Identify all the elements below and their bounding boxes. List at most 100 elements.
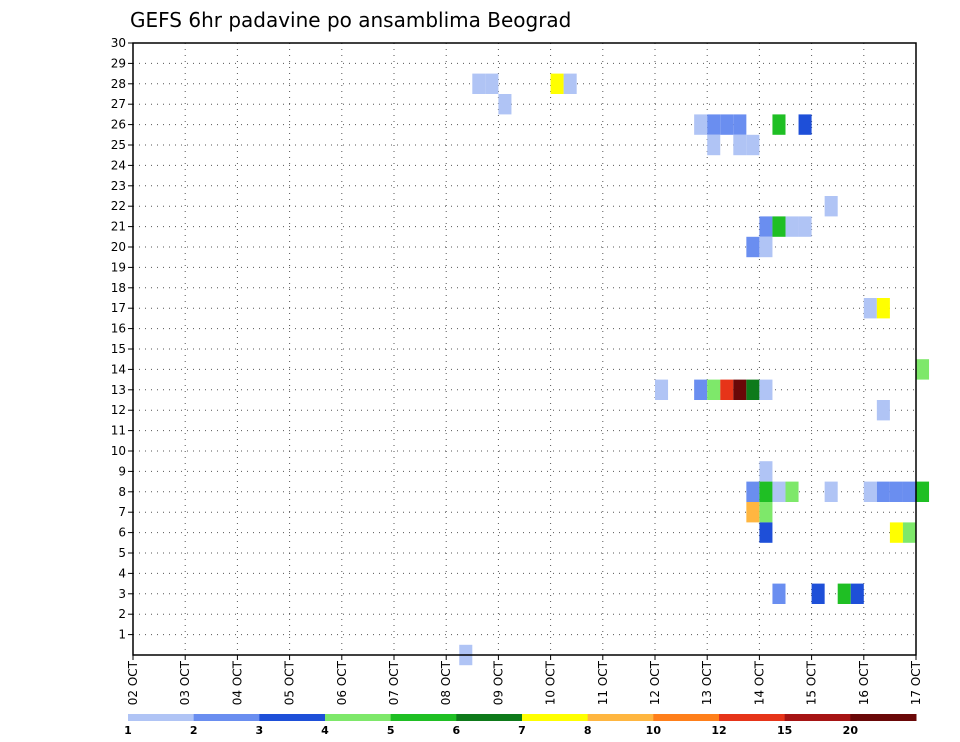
y-tick-label: 13: [111, 383, 126, 397]
y-tick-label: 19: [111, 260, 126, 274]
heatmap-cell: [902, 522, 916, 543]
colorbar-swatch: [653, 714, 720, 721]
colorbar-swatch: [259, 714, 326, 721]
colorbar-label: 8: [584, 724, 592, 737]
heatmap-cell: [798, 114, 812, 135]
x-tick-label: 13 OCT: [700, 660, 714, 705]
heatmap-cell: [824, 481, 838, 502]
heatmap-cell: [759, 379, 773, 400]
x-tick-label: 08 OCT: [439, 660, 453, 705]
colorbar-label: 4: [321, 724, 329, 737]
heatmap-cell: [759, 481, 773, 502]
chart-title: GEFS 6hr padavine po ansamblima Beograd: [130, 8, 571, 32]
heatmap-cell: [655, 379, 669, 400]
heatmap-cell: [472, 73, 486, 94]
colorbar-label: 1: [124, 724, 132, 737]
x-tick-label: 04 OCT: [230, 660, 244, 705]
colorbar-swatch: [390, 714, 457, 721]
x-tick-label: 16 OCT: [857, 660, 871, 705]
heatmap-cell: [746, 134, 760, 156]
x-tick-label: 02 OCT: [126, 660, 140, 705]
y-tick-label: 1: [118, 628, 126, 642]
heatmap-cell: [720, 114, 734, 135]
heatmap-cell: [824, 196, 838, 217]
heatmap-cell: [772, 114, 786, 135]
heatmap-cell: [785, 481, 799, 502]
heatmap-cell: [733, 114, 747, 135]
heatmap-cell: [746, 379, 760, 400]
colorbar-swatch: [456, 714, 523, 721]
heatmap-cell: [707, 379, 721, 400]
heatmap-cell: [563, 73, 577, 94]
heatmap-cell: [798, 216, 812, 237]
y-tick-label: 2: [118, 607, 126, 621]
heatmap-cell: [759, 502, 773, 523]
y-tick-label: 22: [111, 199, 126, 213]
colorbar-swatch: [193, 714, 260, 721]
y-tick-label: 16: [111, 322, 126, 336]
x-tick-label: 07 OCT: [387, 660, 401, 705]
colorbar: 1 2 3 4 5 6 7 8 10 12 15 20: [124, 714, 917, 737]
y-tick-label: 11: [111, 424, 126, 438]
y-tick-label: 21: [111, 220, 126, 234]
colorbar-swatch: [522, 714, 589, 721]
colorbar-label: 7: [518, 724, 526, 737]
y-tick-label: 9: [118, 464, 126, 478]
heatmap-cell: [785, 216, 799, 237]
colorbar-label: 5: [387, 724, 395, 737]
heatmap-cell: [550, 73, 564, 94]
colorbar-swatch: [587, 714, 654, 721]
y-tick-label: 29: [111, 56, 126, 70]
heatmap-cell: [863, 481, 877, 502]
heatmap-cell: [759, 236, 773, 258]
heatmap-cell: [772, 481, 786, 502]
y-tick-label: 10: [111, 444, 126, 458]
heatmap-cell: [876, 481, 890, 502]
heatmap-cell: [707, 114, 721, 135]
x-tick-label: 12 OCT: [648, 660, 662, 705]
heatmap-cell: [485, 73, 499, 94]
y-tick-label: 14: [111, 362, 126, 376]
heatmap-cell: [746, 236, 760, 258]
y-tick-label: 30: [111, 36, 126, 50]
colorbar-label: 6: [453, 724, 461, 737]
y-tick-label: 25: [111, 138, 126, 152]
heatmap-cell: [876, 400, 890, 421]
x-tick-label: 03 OCT: [178, 660, 192, 705]
heatmap-cell: [837, 583, 851, 604]
x-tick-label: 17 OCT: [909, 660, 923, 705]
heatmap-cell: [759, 522, 773, 543]
y-tick-label: 7: [118, 505, 126, 519]
heatmap-cell: [733, 379, 747, 400]
colorbar-swatch: [719, 714, 786, 721]
heatmap-cell: [889, 481, 903, 502]
heatmap-cell: [720, 379, 734, 400]
heatmap-cell: [876, 298, 890, 319]
heatmap-cell: [811, 583, 825, 604]
heatmap-cell: [772, 583, 786, 604]
heatmap-cell: [733, 134, 747, 156]
colorbar-label: 12: [711, 724, 726, 737]
y-tick-label: 24: [111, 158, 126, 172]
y-tick-label: 5: [118, 546, 126, 560]
y-tick-label: 3: [118, 587, 126, 601]
y-tick-label: 20: [111, 240, 126, 254]
colorbar-swatch: [850, 714, 917, 721]
heatmap-cell: [889, 522, 903, 543]
heatmap-cell: [850, 583, 864, 604]
y-tick-label: 15: [111, 342, 126, 356]
y-tick-label: 12: [111, 403, 126, 417]
x-tick-label: 05 OCT: [283, 660, 297, 705]
colorbar-swatch: [784, 714, 851, 721]
heatmap-cell: [746, 502, 760, 523]
x-tick-label: 06 OCT: [335, 660, 349, 705]
heatmap-cell: [902, 481, 916, 502]
heatmap-cell: [694, 379, 708, 400]
heatmap-cell: [759, 216, 773, 237]
heatmap-cell: [772, 216, 786, 237]
x-tick-label: 10 OCT: [544, 660, 558, 705]
y-tick-label: 23: [111, 179, 126, 193]
colorbar-label: 20: [843, 724, 859, 737]
colorbar-swatch: [325, 714, 392, 721]
y-tick-label: 26: [111, 118, 126, 132]
